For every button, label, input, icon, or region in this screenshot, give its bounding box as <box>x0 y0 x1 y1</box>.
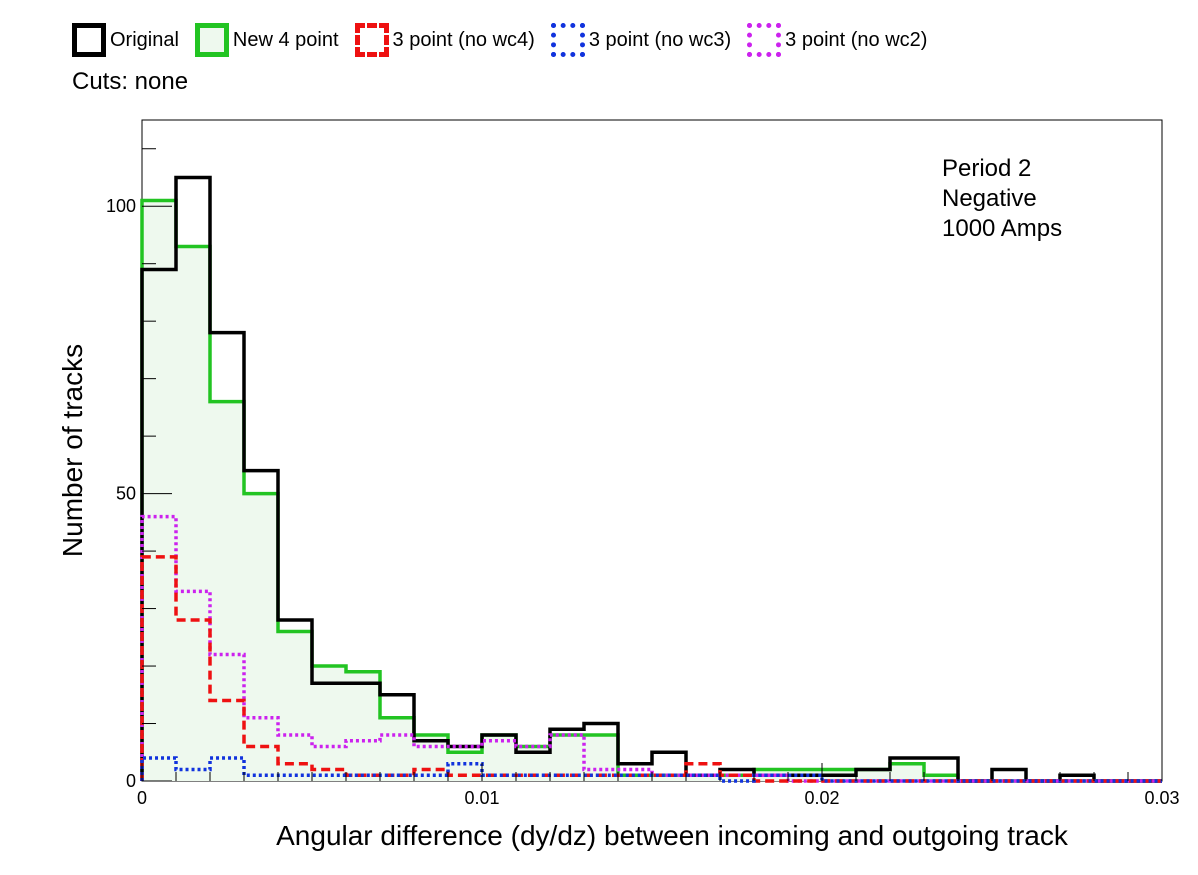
legend: Original New 4 point 3 point (no wc4) 3 … <box>72 20 943 60</box>
axis-layer: 0 0.01 0.02 0.03 0 50 100 <box>106 148 1180 808</box>
legend-label-new-4-point: New 4 point <box>232 28 339 51</box>
legend-label-original: Original <box>110 28 179 51</box>
legend-swatch-no-wc3 <box>550 23 585 57</box>
legend-swatch-no-wc2 <box>747 23 782 57</box>
fill-layer <box>142 200 1162 782</box>
legend-label-no-wc2: 3 point (no wc2) <box>785 28 928 51</box>
cuts-label: Cuts: none <box>72 68 189 95</box>
legend-item-no-wc3: 3 point (no wc3) <box>550 23 732 57</box>
annotation-line-polarity: Negative <box>942 185 1037 212</box>
legend-label-no-wc4: 3 point (no wc4) <box>392 28 535 51</box>
x-tick-label: 0 <box>137 788 147 808</box>
legend-item-no-wc2: 3 point (no wc2) <box>747 23 927 57</box>
x-tick-label: 0.02 <box>804 788 839 808</box>
y-tick-label: 50 <box>116 484 136 504</box>
annotation-line-period: Period 2 <box>942 155 1031 182</box>
series-fill-new-4-point <box>142 200 1162 782</box>
series-line-3-point-no-wc3 <box>140 756 1162 783</box>
y-tick-label: 0 <box>126 771 136 791</box>
legend-swatch-new-4-point <box>194 23 229 57</box>
annotation-line-current: 1000 Amps <box>942 215 1062 242</box>
legend-item-new-4-point: New 4 point <box>194 23 339 57</box>
x-tick-label: 0.01 <box>464 788 499 808</box>
legend-item-original: Original <box>72 23 179 57</box>
legend-swatch-original <box>72 23 106 57</box>
legend-item-no-wc4: 3 point (no wc4) <box>354 23 535 57</box>
y-axis-title: Number of tracks <box>57 344 88 557</box>
x-axis-title: Angular difference (dy/dz) between incom… <box>276 820 1069 851</box>
y-tick-label: 100 <box>106 196 136 216</box>
annotation: Period 2 Negative 1000 Amps <box>942 155 1062 242</box>
x-tick-label: 0.03 <box>1144 788 1179 808</box>
legend-swatch-no-wc4 <box>354 23 389 57</box>
legend-label-no-wc3: 3 point (no wc3) <box>588 28 732 51</box>
